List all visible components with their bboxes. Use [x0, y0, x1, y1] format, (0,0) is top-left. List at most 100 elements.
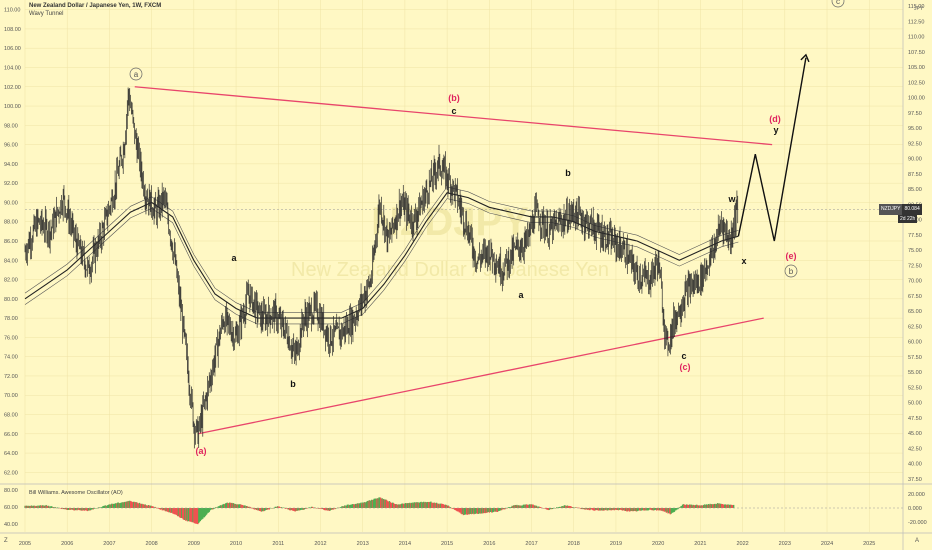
ao-bar — [138, 503, 140, 508]
ao-bar — [235, 504, 237, 508]
ao-bar — [700, 505, 702, 508]
ao-bar — [375, 498, 377, 508]
ao-bar — [211, 508, 214, 510]
wave-label-circle — [831, 0, 845, 8]
ao-bar — [221, 504, 223, 508]
ao-bar — [371, 499, 374, 508]
ao-bar — [383, 498, 385, 508]
ao-bar — [467, 508, 469, 515]
ao-bar — [597, 508, 599, 511]
ao-bar — [130, 501, 133, 508]
ao-bar — [26, 505, 29, 508]
ao-bar — [70, 508, 72, 510]
ao-bar — [189, 508, 192, 522]
right-axis-tick: 75.00 — [908, 248, 922, 254]
ao-bar — [46, 505, 48, 508]
ao-bar — [667, 508, 669, 514]
ao-bar — [658, 508, 660, 511]
ao-bar — [279, 507, 281, 508]
ao-bar — [357, 503, 359, 508]
ao-bar — [408, 503, 410, 508]
ao-bar — [228, 502, 231, 508]
ao-bar — [189, 508, 191, 522]
ao-bar — [687, 504, 689, 508]
ao-bar — [713, 503, 715, 508]
left-axis-tick: 72.00 — [4, 374, 18, 380]
ao-bar — [511, 505, 513, 508]
ao-bar — [477, 508, 479, 514]
ao-bar — [427, 502, 430, 508]
ao-bar — [600, 508, 603, 511]
ao-bar — [63, 508, 65, 510]
ao-bar — [732, 505, 734, 508]
ao-bar — [561, 506, 564, 508]
ao-bar — [401, 503, 404, 508]
ao-bar — [28, 506, 30, 508]
wave-label-circle — [784, 264, 798, 278]
ao-bar — [497, 508, 499, 512]
ao-bar — [489, 508, 491, 512]
x-axis-tick: 2007 — [103, 541, 115, 547]
ao-bar — [158, 508, 160, 509]
ao-bar — [84, 508, 86, 511]
ao-bar — [698, 505, 700, 508]
ao-bar — [421, 502, 423, 508]
ao-bar — [587, 508, 590, 510]
ao-bar — [330, 508, 332, 510]
ao-bar — [636, 508, 638, 512]
ao-bar — [446, 505, 448, 508]
ao-bar — [509, 507, 512, 508]
ao-bar — [671, 508, 673, 513]
ao-bar — [638, 508, 640, 511]
ao-bar — [24, 505, 26, 508]
left-axis-tick: 62.00 — [4, 470, 18, 476]
ao-bar — [185, 508, 188, 521]
ao-bar — [631, 508, 633, 512]
ao-bar — [354, 503, 357, 508]
ao-bar — [32, 505, 34, 508]
ao-bar — [264, 508, 266, 511]
ao-bar — [73, 508, 75, 511]
ao-bar — [168, 508, 171, 513]
ao-bar — [232, 503, 234, 508]
ao-bar — [83, 508, 85, 511]
ao-bar — [148, 505, 150, 508]
ao-bar — [396, 504, 399, 508]
ao-bar — [392, 502, 395, 508]
axis-corner-left[interactable]: Z — [4, 538, 8, 544]
ao-bar — [69, 508, 72, 510]
ao-bar — [642, 508, 645, 511]
ao-bar — [159, 508, 162, 510]
ao-bar — [265, 508, 267, 510]
right-axis-tick: 42.50 — [908, 446, 922, 452]
ao-bar — [296, 508, 298, 511]
ao-bar — [113, 503, 115, 508]
ao-bar — [236, 504, 238, 508]
ao-bar — [53, 507, 55, 508]
ao-bar — [183, 508, 185, 520]
ao-bar — [142, 504, 145, 508]
ao-title[interactable]: Bill Williams. Awesome Oscillator (AO) — [29, 490, 123, 496]
axis-corner-right[interactable]: A — [915, 538, 920, 544]
ao-bar — [294, 508, 297, 512]
ao-bar — [187, 508, 189, 522]
ao-bar — [620, 508, 622, 510]
ao-bar — [101, 506, 103, 508]
right-axis-tick: 47.50 — [908, 416, 922, 422]
ao-bar — [146, 505, 149, 508]
chart-header: New Zealand Dollar / Japanese Yen, 1W, F… — [29, 3, 161, 17]
ao-bar — [234, 503, 236, 508]
ao-bar — [681, 505, 683, 508]
ao-bar — [526, 504, 529, 508]
ao-bar — [638, 508, 641, 511]
indicator-name[interactable]: Wavy Tunnel — [29, 11, 64, 17]
ao-bar — [632, 508, 634, 512]
ao-bar — [560, 507, 562, 508]
ao-bar — [169, 508, 172, 513]
chart-title[interactable]: New Zealand Dollar / Japanese Yen, 1W, F… — [29, 3, 162, 9]
right-axis-tick: 50.00 — [908, 401, 922, 407]
ao-bar — [213, 508, 215, 509]
ao-bar — [695, 504, 698, 508]
price-badge[interactable]: NZDJPY 80.084 — [879, 204, 922, 215]
